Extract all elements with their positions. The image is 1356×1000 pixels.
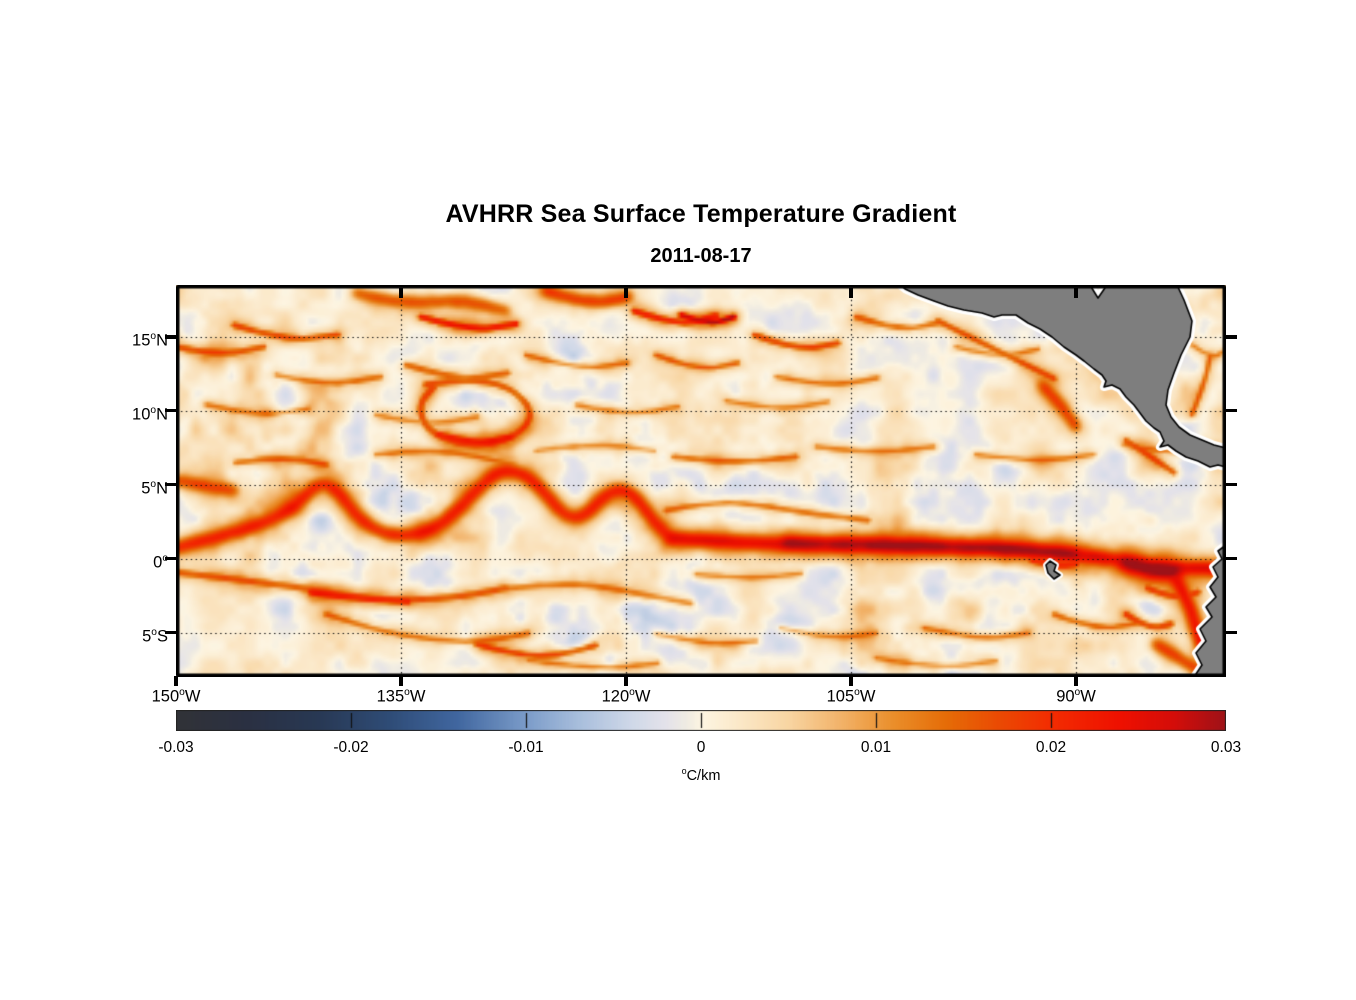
y-tick-label: 0o xyxy=(0,548,168,572)
degree-label-part: o xyxy=(179,687,185,698)
degree-label-part: 0 xyxy=(153,553,163,572)
x-axis-tick-bottom xyxy=(624,676,628,686)
colorbar-unit-label: oC/km xyxy=(641,761,761,784)
y-axis-tick-right xyxy=(1225,408,1237,413)
degree-label-part: 90 xyxy=(1056,687,1075,706)
y-axis-tick-left xyxy=(165,482,176,487)
x-tick-label: 135oW xyxy=(351,682,451,706)
degree-label-part: W xyxy=(634,687,651,706)
degree-label-part: o xyxy=(151,626,157,638)
colorbar-tick-label: -0.01 xyxy=(508,739,544,756)
degree-label-part: o xyxy=(404,687,410,698)
degree-label-part: 150 xyxy=(151,687,180,706)
y-tick-label: 5oS xyxy=(0,622,168,646)
y-axis-tick-left xyxy=(165,408,176,413)
degree-label-part: o xyxy=(150,404,157,416)
chart-subtitle: 2011-08-17 xyxy=(650,245,752,267)
unit-text: C/km xyxy=(686,767,721,784)
degree-label-part: W xyxy=(184,687,201,706)
degree-label-part: W xyxy=(1080,687,1096,706)
colorbar-gradient xyxy=(176,710,1226,731)
x-tick-label: 120oW xyxy=(576,682,676,706)
degree-label-part: 5 xyxy=(142,627,152,646)
x-axis-tick-top xyxy=(624,288,628,298)
chart-title: AVHRR Sea Surface Temperature Gradient xyxy=(445,200,957,228)
x-axis-tick-bottom xyxy=(1074,676,1078,686)
y-axis-tick-right xyxy=(1225,556,1237,561)
degree-label-part: 10 xyxy=(132,405,151,424)
y-tick-label: 15oN xyxy=(0,326,168,350)
degree-label-part: S xyxy=(156,627,168,646)
degree-label-part: o xyxy=(629,687,635,698)
y-axis-tick-right xyxy=(1225,630,1237,635)
colorbar-tick-label: -0.03 xyxy=(158,739,194,756)
degree-label-part: 135 xyxy=(376,687,405,706)
x-axis-tick-bottom xyxy=(399,676,403,686)
degree-label-part: o xyxy=(150,330,157,342)
colorbar-tick-label: 0 xyxy=(696,739,706,756)
degree-label-part: 15 xyxy=(132,331,151,350)
degree-label-part: N xyxy=(156,331,168,350)
degree-label-part: N xyxy=(156,479,168,498)
x-axis-tick-bottom xyxy=(174,676,178,686)
x-axis-tick-top xyxy=(849,288,853,298)
colorbar-tick-label: 0.02 xyxy=(1035,739,1067,756)
x-axis-tick-top xyxy=(1074,288,1078,298)
y-axis-tick-right xyxy=(1225,482,1237,487)
degree-label-part: o xyxy=(1074,687,1081,698)
degree-label-part: o xyxy=(162,552,168,564)
y-tick-label: 5oN xyxy=(0,474,168,498)
degree-label-part: 5 xyxy=(141,479,151,498)
degree-symbol: o xyxy=(681,766,687,776)
x-tick-label: 105oW xyxy=(801,682,901,706)
colorbar-tick-label: -0.02 xyxy=(333,739,369,756)
degree-label-part: 120 xyxy=(601,687,630,706)
x-axis-tick-bottom xyxy=(849,676,853,686)
y-axis-tick-left xyxy=(165,630,176,635)
y-tick-label: 10oN xyxy=(0,400,168,424)
sst-gradient-heatmap xyxy=(176,285,1226,677)
y-axis-tick-right xyxy=(1225,335,1237,339)
map-axes xyxy=(176,285,1226,677)
colorbar-tick-label: 0.03 xyxy=(1210,739,1242,756)
y-axis-tick-left xyxy=(165,556,176,561)
x-tick-label: 90oW xyxy=(1026,682,1126,706)
colorbar-tick-label: 0.01 xyxy=(860,739,892,756)
x-tick-label: 150oW xyxy=(126,682,226,706)
colorbar xyxy=(176,710,1226,731)
degree-label-part: W xyxy=(859,687,876,706)
degree-label-part: 105 xyxy=(826,687,855,706)
degree-label-part: N xyxy=(156,405,168,424)
x-axis-tick-top xyxy=(399,288,403,298)
degree-label-part: o xyxy=(854,687,860,698)
y-axis-tick-left xyxy=(165,335,176,339)
degree-label-part: W xyxy=(409,687,426,706)
degree-label-part: o xyxy=(150,478,157,490)
